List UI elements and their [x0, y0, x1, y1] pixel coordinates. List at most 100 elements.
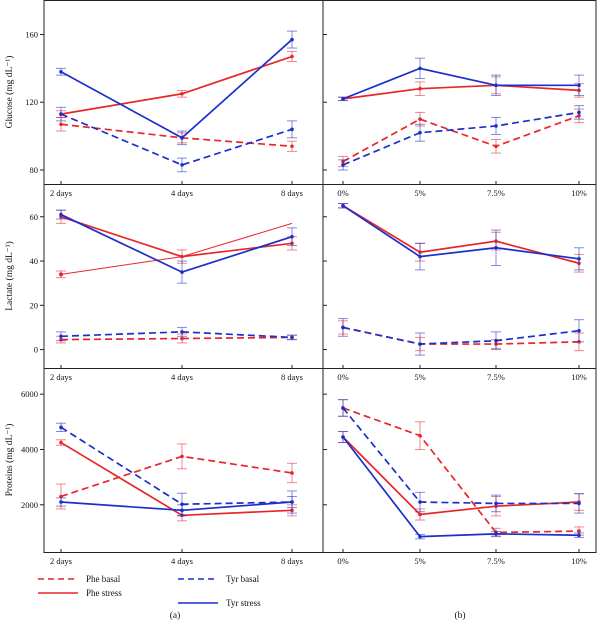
data-point-phe-stress [180, 254, 184, 259]
x-tick-label-b-lactate-7-5: 7.5% [487, 372, 505, 382]
series-phe-stress-b-lactate [338, 202, 584, 273]
data-point-phe-basal [180, 454, 184, 459]
y-tick-label-glucose-80: 80 [30, 165, 39, 175]
data-point-phe-basal [494, 144, 498, 149]
series-line-tyr-basal [60, 426, 293, 506]
data-point-phe-stress [59, 440, 63, 445]
series-phe-basal-a-proteins [56, 443, 297, 510]
x-tick-label-b-lactate-0: 0% [337, 372, 348, 382]
series-tyr-stress-a-proteins [56, 496, 297, 517]
data-point-tyr-stress [341, 203, 345, 208]
series-tyr-basal-b-proteins [338, 399, 584, 514]
data-point-phe-basal [290, 144, 294, 149]
data-point-tyr-stress [577, 83, 581, 88]
plot-frames [43, 0, 597, 553]
series-line-phe-stress [60, 215, 293, 258]
legend: Phe basal Phe stress Tyr basal Tyr stres… [38, 574, 261, 608]
x-tick-label-b-glucose-10: 10% [571, 188, 587, 198]
legend-label-tyr-basal: Tyr basal [226, 574, 260, 584]
series-line-tyr-stress [60, 501, 293, 512]
y-tick-label-lactate-0: 0 [34, 345, 38, 355]
data-point-tyr-basal [494, 124, 498, 128]
x-tick-label-a-lactate-8-days: 8 days [281, 372, 303, 382]
x-tick-label-a-glucose-4-days: 4 days [171, 188, 193, 198]
data-point-tyr-stress [290, 234, 294, 239]
data-point-tyr-stress [418, 66, 422, 71]
series-tyr-stress-a-lactate [56, 209, 297, 284]
series-line-tyr-stress [342, 436, 580, 538]
frame-a-lactate [43, 184, 324, 369]
data-point-phe-basal [290, 471, 294, 475]
series-tyr-basal-a-proteins [56, 422, 297, 516]
data-point-tyr-basal [494, 501, 498, 506]
series-line-tyr-stress [342, 67, 579, 100]
series-line-phe-stress [342, 204, 580, 265]
legend-label-phe-stress: Phe stress [86, 588, 122, 598]
data-point-tyr-stress [494, 83, 498, 88]
y-tick-label-glucose-160: 160 [25, 29, 38, 39]
data-point-phe-basal [418, 433, 422, 438]
y-axis-label-proteins: Proteins (mg dL⁻¹) [4, 424, 15, 497]
data-point-tyr-basal [180, 163, 184, 167]
x-tick-label-b-lactate-5: 5% [414, 372, 425, 382]
series-phe-stress-a-lactate [56, 209, 297, 264]
frame-b-proteins [322, 368, 597, 553]
x-tick-label-b-proteins-5: 5% [414, 556, 425, 566]
series-line-phe-stress [342, 84, 580, 100]
data-point-tyr-basal [577, 110, 581, 115]
data-point-tyr-stress [418, 254, 422, 259]
x-tick-label-a-proteins-4-days: 4 days [171, 556, 193, 566]
series-line-tyr-stress [342, 204, 580, 260]
x-tick-label-b-glucose-5: 5% [414, 188, 425, 198]
chart-b-proteins: 0% 5% 7.5% 10% [323, 393, 587, 566]
series-phe-stress-b-proteins [338, 430, 584, 521]
data-point-tyr-basal [577, 328, 581, 333]
x-tick-label-b-proteins-7-5: 7.5% [487, 556, 505, 566]
data-point-tyr-basal [290, 335, 294, 340]
x-tick-label-b-glucose-7-5: 7.5% [487, 188, 505, 198]
series-tyr-basal-b-lactate [338, 318, 584, 356]
y-axis-label-glucose: Glucose (mg dL⁻¹) [4, 56, 15, 129]
data-point-tyr-basal [494, 338, 498, 343]
series-tyr-basal-a-lactate [56, 326, 297, 342]
series-phe-basal-b-lactate [338, 320, 584, 352]
data-point-tyr-stress [341, 97, 345, 101]
frame-a-proteins [43, 368, 324, 553]
series-tyr-basal-b-glucose [338, 105, 584, 171]
data-point-tyr-stress [290, 500, 294, 504]
data-point-tyr-stress [341, 435, 345, 439]
data-point-phe-basal [577, 529, 581, 533]
y-tick-label-proteins-2000: 2000 [21, 500, 38, 510]
data-point-tyr-stress [494, 245, 498, 250]
data-point-phe-stress [290, 54, 294, 59]
legend-label-phe-basal: Phe basal [86, 574, 121, 584]
series-phe-stress-a-proteins [56, 439, 297, 522]
x-tick-label-a-glucose-2-days: 2 days [50, 188, 72, 198]
data-point-tyr-stress [290, 37, 294, 42]
x-tick-label-a-proteins-8-days: 8 days [281, 556, 303, 566]
series-tyr-stress-b-lactate [338, 202, 584, 271]
series-tyr-stress-a-glucose [56, 30, 297, 146]
data-point-tyr-basal [59, 334, 63, 339]
data-point-tyr-stress [59, 69, 63, 74]
x-tick-label-a-lactate-4-days: 4 days [171, 372, 193, 382]
data-point-tyr-basal [577, 501, 581, 506]
panel-label-a: (a) [170, 610, 181, 621]
data-point-phe-basal [59, 122, 63, 127]
y-tick-label-proteins-4000: 4000 [21, 444, 38, 454]
chart-a-glucose: 80 120 160 Glucose (mg dL⁻¹) 2 days 4 days 8 d… [4, 29, 303, 198]
data-point-tyr-stress [59, 500, 63, 504]
data-point-tyr-stress [418, 534, 422, 539]
data-point-tyr-basal [59, 425, 63, 430]
series-line-tyr-stress [60, 213, 293, 274]
y-axis-label-lactate: Lactate (mg dL⁻¹) [4, 241, 15, 311]
data-point-tyr-basal [341, 163, 345, 167]
chart-b-lactate: 0% 5% 7.5% 10% [323, 202, 587, 382]
series-line-tyr-basal [342, 407, 579, 505]
series-line-phe-basal [342, 407, 580, 534]
data-point-tyr-basal [418, 342, 422, 346]
data-point-tyr-stress [59, 212, 63, 217]
y-tick-label-lactate-20: 20 [30, 300, 39, 310]
series-line-tyr-basal [342, 326, 580, 345]
data-point-tyr-basal [418, 500, 422, 504]
